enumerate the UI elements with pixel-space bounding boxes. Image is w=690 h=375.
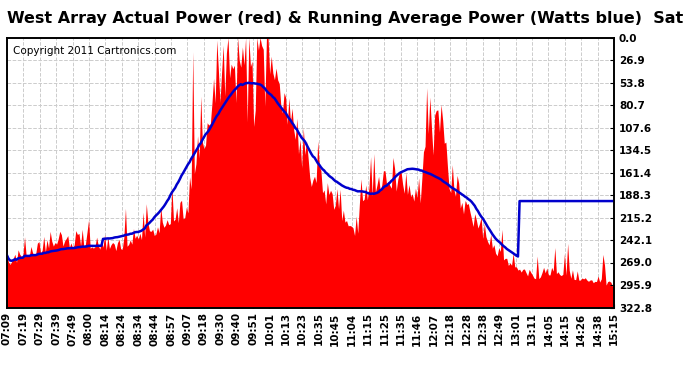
Text: Copyright 2011 Cartronics.com: Copyright 2011 Cartronics.com [13,46,177,56]
Text: West Array Actual Power (red) & Running Average Power (Watts blue)  Sat Nov 19 1: West Array Actual Power (red) & Running … [7,11,690,26]
